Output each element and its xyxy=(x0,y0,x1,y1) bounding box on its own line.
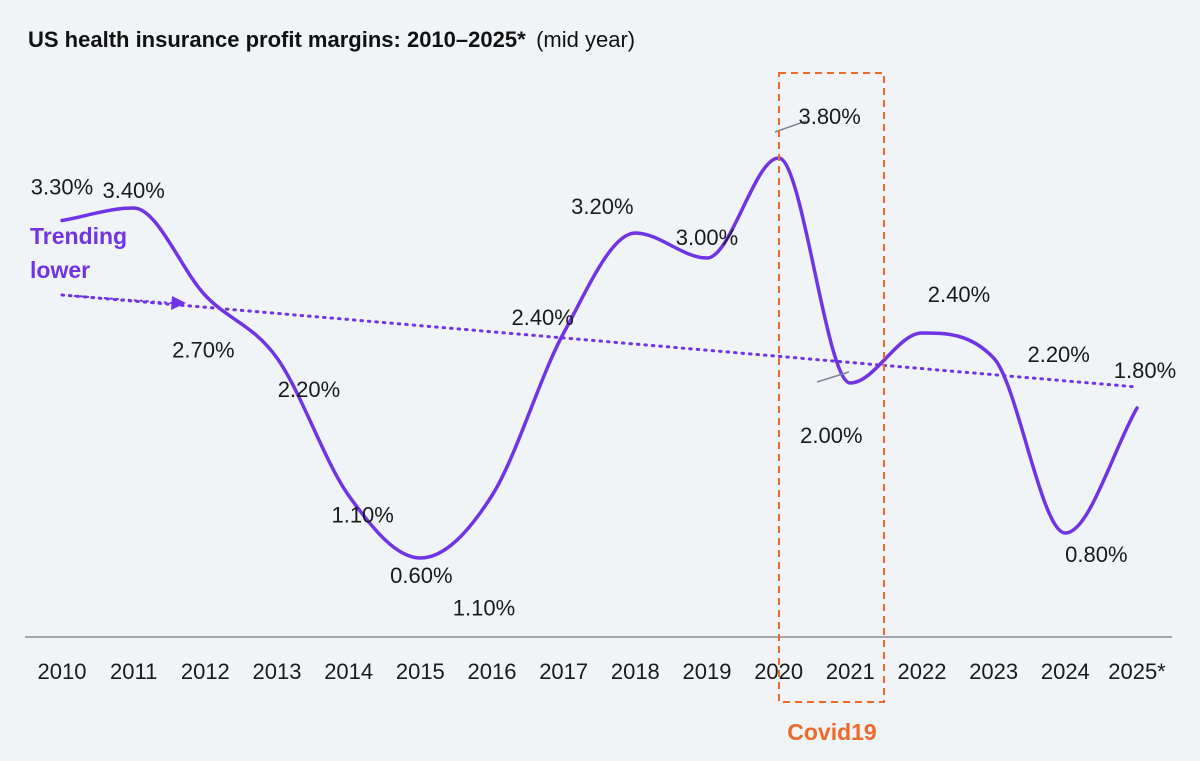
x-tick-2013: 2013 xyxy=(253,659,302,684)
data-labels: 3.30% 3.40%2.70%2.20%1.10%0.60%1.10%2.40%… xyxy=(31,104,1176,621)
data-label-2016: 1.10% xyxy=(453,596,515,621)
data-label-2020: 3.80% xyxy=(798,104,860,129)
data-label-2017: 2.40% xyxy=(511,305,573,330)
x-tick-2025: 2025* xyxy=(1108,659,1166,684)
data-label-2022: 2.40% xyxy=(928,282,990,307)
x-tick-2011: 2011 xyxy=(110,659,157,684)
leader-lines xyxy=(774,120,850,383)
data-label-2013: 2.20% xyxy=(278,377,340,402)
trend-arrow-head xyxy=(171,296,186,310)
data-label-2025: 1.80% xyxy=(1114,358,1176,383)
trend-arrow-shaft xyxy=(61,294,173,304)
series-line-group xyxy=(60,156,1139,560)
chart-title-main: US health insurance profit margins: 2010… xyxy=(28,27,526,52)
data-label-2010: 3.30% xyxy=(31,175,93,200)
trend-line xyxy=(60,293,1139,389)
covid-highlight-box xyxy=(778,72,885,703)
leader-line-2021 xyxy=(816,371,850,383)
x-tick-2010: 2010 xyxy=(38,659,87,684)
data-label-2011: 3.40% xyxy=(102,178,164,203)
x-tick-2022: 2022 xyxy=(898,659,947,684)
x-axis: 2010 2011 2012 2013 2014 2015 2016 2017 2018 2019… xyxy=(25,636,1172,684)
series-line xyxy=(60,156,1139,560)
covid-label: Covid19 xyxy=(787,719,876,745)
chart-title-sub: (mid year) xyxy=(536,27,635,52)
x-tick-2014: 2014 xyxy=(324,659,373,684)
x-tick-2023: 2023 xyxy=(969,659,1018,684)
data-label-2021: 2.00% xyxy=(800,423,862,448)
x-tick-2018: 2018 xyxy=(611,659,660,684)
x-tick-2024: 2024 xyxy=(1041,659,1090,684)
data-label-2014: 1.10% xyxy=(331,503,393,528)
x-tick-2012: 2012 xyxy=(181,659,230,684)
trendline-group xyxy=(60,293,1139,389)
x-tick-2016: 2016 xyxy=(468,659,517,684)
data-label-2012: 2.70% xyxy=(172,338,234,363)
data-label-2018: 3.20% xyxy=(571,194,633,219)
x-tick-2019: 2019 xyxy=(683,659,732,684)
data-label-2023: 2.20% xyxy=(1027,342,1089,367)
leader-line-2020 xyxy=(774,120,807,133)
data-label-2019: 3.00% xyxy=(676,225,738,250)
data-label-2015: 0.60% xyxy=(390,563,452,588)
trend-label-line2: lower xyxy=(30,257,90,283)
data-label-2024: 0.80% xyxy=(1065,542,1127,567)
chart-title: US health insurance profit margins: 2010… xyxy=(28,27,635,52)
x-tick-2015: 2015 xyxy=(396,659,445,684)
trend-label-line1: Trending xyxy=(30,223,127,249)
covid-highlight xyxy=(778,72,885,703)
x-tick-2017: 2017 xyxy=(539,659,588,684)
x-tick-2021: 2021 xyxy=(826,659,875,684)
